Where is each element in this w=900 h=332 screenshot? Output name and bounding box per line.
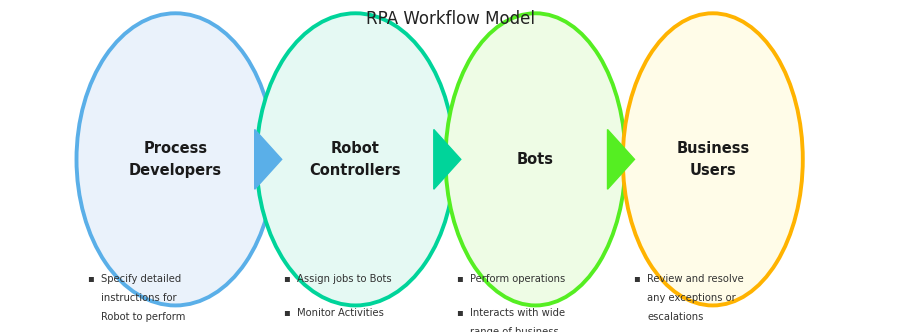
- Text: range of business: range of business: [470, 327, 559, 332]
- Text: Robot
Controllers: Robot Controllers: [310, 141, 401, 178]
- Text: Robot to perform: Robot to perform: [101, 312, 185, 322]
- Text: ▪  Monitor Activities: ▪ Monitor Activities: [284, 308, 383, 318]
- Text: any exceptions or: any exceptions or: [647, 293, 736, 303]
- Text: ▪  Assign jobs to Bots: ▪ Assign jobs to Bots: [284, 274, 392, 284]
- Text: ▪  Perform operations: ▪ Perform operations: [457, 274, 565, 284]
- Text: RPA Workflow Model: RPA Workflow Model: [365, 10, 535, 28]
- Polygon shape: [608, 129, 634, 189]
- Ellipse shape: [256, 13, 454, 305]
- Text: instructions for: instructions for: [101, 293, 176, 303]
- Text: ▪  Interacts with wide: ▪ Interacts with wide: [457, 308, 565, 318]
- Text: Process
Developers: Process Developers: [129, 141, 222, 178]
- Polygon shape: [434, 129, 461, 189]
- Text: ▪  Specify detailed: ▪ Specify detailed: [88, 274, 182, 284]
- Polygon shape: [255, 129, 282, 189]
- Text: Business
Users: Business Users: [676, 141, 750, 178]
- Text: Bots: Bots: [517, 152, 554, 167]
- Ellipse shape: [76, 13, 274, 305]
- Text: escalations: escalations: [647, 312, 704, 322]
- Text: ▪  Review and resolve: ▪ Review and resolve: [634, 274, 744, 284]
- Ellipse shape: [446, 13, 626, 305]
- Ellipse shape: [623, 13, 803, 305]
